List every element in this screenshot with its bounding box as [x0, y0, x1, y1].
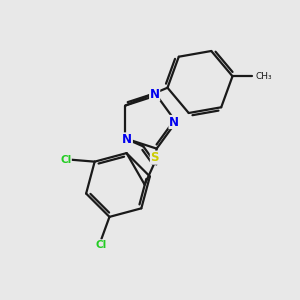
Text: S: S [150, 151, 159, 164]
Text: Cl: Cl [96, 240, 107, 250]
Text: CH₃: CH₃ [256, 72, 272, 81]
Text: Cl: Cl [60, 155, 71, 165]
Text: N: N [150, 88, 160, 101]
Text: N: N [122, 133, 132, 146]
Text: N: N [169, 116, 179, 128]
